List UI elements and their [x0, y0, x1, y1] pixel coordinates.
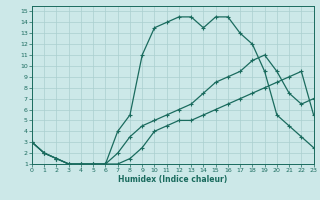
X-axis label: Humidex (Indice chaleur): Humidex (Indice chaleur) — [118, 175, 228, 184]
